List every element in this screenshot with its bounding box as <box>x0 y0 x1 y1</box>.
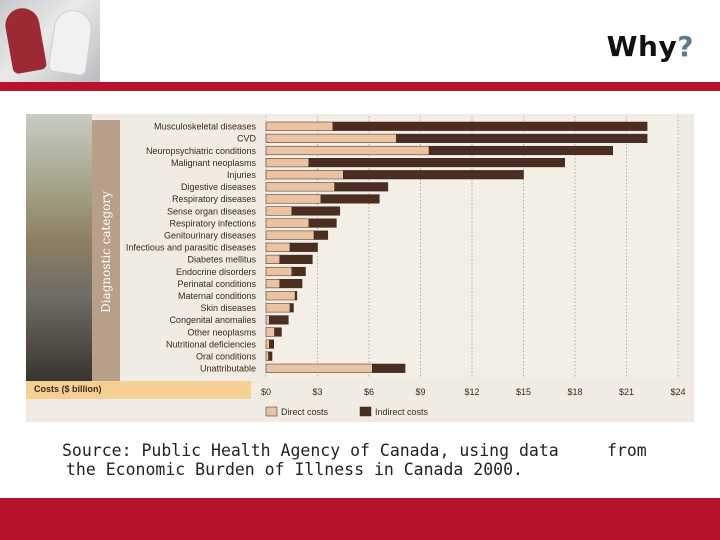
source-note: Source: Public Health Agency of Canada, … <box>62 441 662 479</box>
bar-direct <box>265 327 275 337</box>
category-label: Oral conditions <box>196 352 257 362</box>
slide-title: Why? <box>607 30 694 63</box>
category-label: Respiratory diseases <box>172 194 257 204</box>
bar-direct <box>265 230 315 240</box>
category-label: Sense organ diseases <box>167 206 257 216</box>
category-label: Other neoplasms <box>187 327 256 337</box>
bar-direct <box>265 206 292 216</box>
category-label: Musculoskeletal diseases <box>154 122 257 132</box>
category-label: Digestive diseases <box>181 182 257 192</box>
category-label: Maternal conditions <box>178 291 257 301</box>
category-label: Unattributable <box>200 364 256 374</box>
source-line-1: Source: Public Health Agency of Canada, … <box>62 441 559 460</box>
x-tick-label: $12 <box>464 387 479 397</box>
bar-indirect <box>334 182 389 192</box>
category-label: Infectious and parasitic diseases <box>126 243 257 253</box>
bar-indirect <box>396 133 648 143</box>
category-label: Injuries <box>227 170 257 180</box>
bar-direct <box>265 363 373 373</box>
bar-indirect <box>343 170 524 180</box>
category-label: Neuropsychiatric conditions <box>146 146 257 156</box>
x-tick-label: $0 <box>261 387 271 397</box>
bar-indirect <box>269 339 274 349</box>
x-tick-label: $21 <box>619 387 634 397</box>
bar-indirect <box>291 266 306 277</box>
legend-label-indirect: Indirect costs <box>375 407 429 417</box>
source-line-2: the Economic Burden of Illness in Canada… <box>66 460 523 479</box>
category-label: CVD <box>237 134 257 144</box>
bar-direct <box>265 182 335 192</box>
bottom-red-band <box>0 498 720 540</box>
slide-title-mark: ? <box>677 30 694 63</box>
cost-label-strip <box>26 381 251 399</box>
bar-indirect <box>313 230 329 240</box>
axis-title-band <box>92 120 120 384</box>
legend-swatch-indirect <box>359 406 372 417</box>
bar-direct <box>265 170 344 180</box>
x-tick-label: $6 <box>364 387 374 397</box>
x-axis-label: Costs ($ billion) <box>34 384 102 394</box>
white-shoe-shape <box>47 7 95 77</box>
x-tick-label: $24 <box>670 387 685 397</box>
bar-indirect <box>279 254 313 264</box>
bar-indirect <box>372 363 406 373</box>
category-label: Nutritional deficiencies <box>166 339 257 349</box>
category-label: Genitourinary diseases <box>164 231 257 241</box>
crowd-photo <box>26 114 92 394</box>
bar-direct <box>265 158 310 168</box>
red-shoe-shape <box>2 5 48 75</box>
bar-indirect <box>428 145 614 156</box>
bar-indirect <box>274 327 282 337</box>
bar-direct <box>265 351 269 361</box>
bar-indirect <box>332 121 648 131</box>
x-tick-label: $3 <box>312 387 322 397</box>
bar-direct <box>265 339 270 349</box>
x-tick-label: $18 <box>567 387 582 397</box>
top-red-band <box>0 82 720 91</box>
source-from: from <box>607 441 647 460</box>
bar-indirect <box>320 194 380 204</box>
legend-label-direct: Direct costs <box>281 407 329 417</box>
bar-direct <box>265 121 334 131</box>
category-label: Skin diseases <box>200 303 256 313</box>
bar-indirect <box>289 242 318 252</box>
bar-direct <box>265 291 296 301</box>
category-label: Congenital anomalies <box>169 315 256 325</box>
bar-direct <box>265 266 292 277</box>
bar-indirect <box>289 303 294 313</box>
stacked-bar-chart: $0 $3 $6 $9 $12 $15 $18 $21 $24 Musculoskeletal d… <box>126 116 686 417</box>
x-tick-label: $15 <box>516 387 531 397</box>
bar-direct <box>265 242 291 252</box>
running-shoes-photo <box>0 0 100 82</box>
chart-figure: Diagnostic category Costs ($ billion) $0… <box>26 114 694 422</box>
bar-indirect <box>308 158 565 168</box>
bar-indirect <box>294 291 298 301</box>
bar-direct <box>265 254 280 264</box>
bar-direct <box>265 315 270 325</box>
bar-direct <box>265 218 310 228</box>
category-label: Diabetes mellitus <box>187 255 256 265</box>
bar-direct <box>265 303 291 313</box>
bar-indirect <box>291 206 341 216</box>
bar-indirect <box>308 218 337 228</box>
category-label: Respiratory infections <box>169 218 256 228</box>
bar-direct <box>265 133 397 143</box>
bar-indirect <box>268 351 273 361</box>
bar-direct <box>265 194 322 204</box>
category-label: Perinatal conditions <box>177 279 256 289</box>
x-tick-label: $9 <box>415 387 425 397</box>
bar-indirect <box>279 279 303 289</box>
category-label: Endocrine disorders <box>176 267 257 277</box>
slide-title-main: Why <box>606 30 678 63</box>
category-label: Malignant neoplasms <box>171 158 257 168</box>
legend-swatch-direct <box>265 406 278 417</box>
bar-direct <box>265 145 430 156</box>
bar-direct <box>265 279 280 289</box>
bar-indirect <box>269 315 289 325</box>
